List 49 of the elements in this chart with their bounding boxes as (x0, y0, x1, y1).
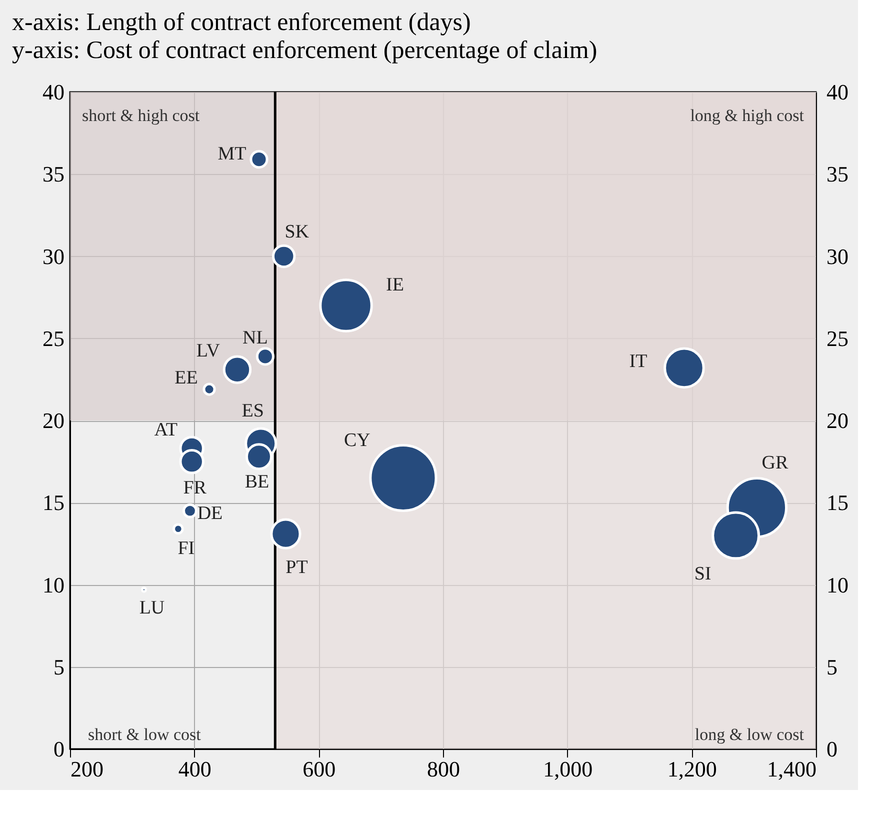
data-label: MT (218, 143, 247, 164)
data-label: SI (694, 563, 712, 584)
x-tick-label: 1,400 (767, 756, 816, 782)
y-tick-label: 5 (54, 654, 64, 680)
data-label: IT (629, 350, 648, 372)
y-tick-label: 40 (42, 80, 64, 104)
data-label: BE (244, 472, 270, 493)
data-label: CY (344, 430, 371, 451)
data-label: PT (286, 556, 308, 578)
y2-tick-label: 15 (826, 490, 848, 516)
y-tick-label: 30 (42, 244, 64, 269)
annotation: short & high cost (82, 106, 200, 125)
x-tick-label: 1,000 (543, 756, 593, 782)
x-tick-label: 200 (70, 756, 104, 782)
data-label: ES (242, 400, 264, 422)
y2-tick-label: 30 (826, 244, 848, 269)
data-label: IE (386, 274, 404, 296)
data-label: GR (762, 452, 788, 474)
y-tick-label: 35 (42, 162, 64, 187)
annotation: short & low cost (88, 725, 202, 744)
x-tick-label: 400 (178, 756, 212, 782)
y-tick-label: 15 (42, 490, 64, 516)
y2-tick-label: 5 (826, 654, 838, 680)
x-tick-label: 800 (427, 756, 460, 782)
data-label: LV (196, 340, 220, 362)
annotation: long & low cost (694, 725, 804, 744)
data-label: FR (183, 478, 207, 499)
data-label: LU (139, 598, 165, 619)
y2-tick-label: 20 (826, 408, 848, 433)
y-tick-label: 25 (42, 326, 64, 351)
y-tick-label: 0 (54, 736, 64, 762)
y2-tick-label: 40 (826, 80, 848, 104)
y2-tick-label: 35 (826, 162, 848, 187)
data-label: FI (178, 538, 195, 559)
data-label: NL (242, 327, 268, 348)
x-tick-label: 1,200 (667, 756, 717, 782)
chart-subtitle: y-axis: Cost of contract enforcement (percentage of claim) (12, 37, 598, 64)
y2-tick-label: 10 (826, 572, 848, 598)
data-label: DE (197, 502, 223, 524)
y2-tick-label: 0 (826, 736, 838, 762)
x-tick-label: 600 (302, 756, 336, 782)
y2-tick-label: 25 (826, 326, 848, 351)
y-tick-label: 10 (42, 572, 64, 598)
y-tick-label: 20 (42, 408, 64, 433)
chart-title: x-axis: Length of contract enforcement (days) (12, 9, 471, 36)
annotation: long & high cost (690, 106, 804, 125)
data-label: AT (154, 419, 178, 440)
data-label: SK (284, 221, 310, 242)
data-label: EE (174, 367, 198, 388)
